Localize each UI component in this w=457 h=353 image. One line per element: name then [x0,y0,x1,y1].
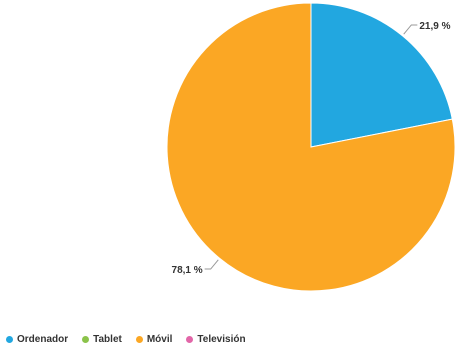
legend-marker-movil [135,336,143,343]
legend: Ordenador Tablet Móvil Televisión [6,334,246,345]
legend-item-tablet[interactable]: Tablet [82,334,122,345]
data-label-movil: 78,1 % [172,265,203,276]
legend-item-television[interactable]: Televisión [186,334,246,345]
legend-label-tablet: Tablet [93,334,122,345]
data-label-ordenador: 21,9 % [419,21,450,32]
pie-labels: 21,9 % 78,1 % [172,21,451,276]
legend-label-movil: Móvil [146,334,173,345]
connector-movil [204,259,219,270]
legend-item-movil[interactable]: Móvil [135,334,173,345]
legend-label-television: Televisión [197,334,246,345]
pie-slice-ordenador[interactable] [310,2,453,148]
legend-marker-tablet [82,336,90,343]
connector-ordenador [403,24,418,35]
pie-slice-movil[interactable] [166,2,456,292]
legend-marker-television [186,336,194,343]
pie-slices [166,2,456,292]
legend-marker-ordenador [6,336,13,343]
legend-item-ordenador[interactable]: Ordenador [6,334,68,345]
legend-label-ordenador: Ordenador [17,334,69,345]
